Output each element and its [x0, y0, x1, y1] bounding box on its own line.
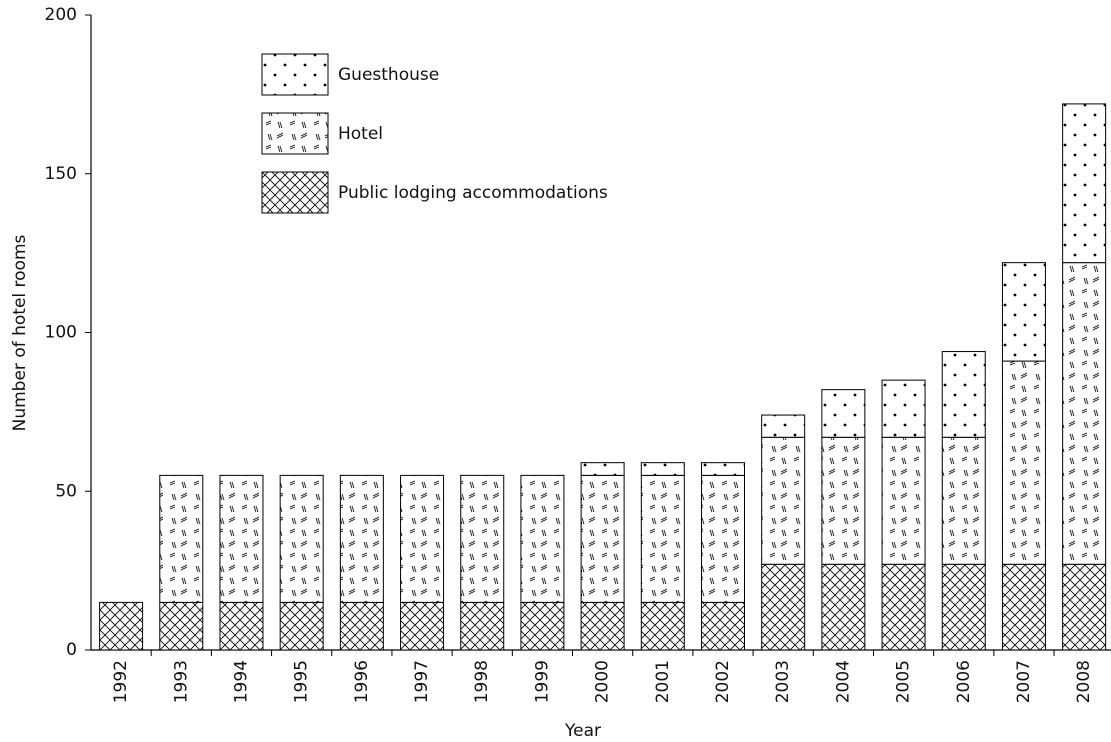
bar-segment	[941, 563, 986, 651]
legend-label: Public lodging accommodations	[338, 183, 608, 203]
legend-label: Hotel	[338, 124, 383, 144]
bar-segment	[580, 462, 625, 476]
y-tick-label: 50	[55, 481, 77, 501]
x-tick-label: 2007	[1014, 660, 1034, 703]
bar-segment	[881, 379, 926, 438]
bar-segment	[821, 389, 866, 438]
x-tick-label: 2003	[773, 660, 793, 703]
bar-segment	[219, 474, 264, 603]
legend-swatch	[261, 171, 329, 214]
bar-segment	[400, 601, 445, 651]
bar-segment	[761, 563, 806, 651]
x-tick-label: 1999	[532, 660, 552, 703]
bar-segment	[1001, 360, 1046, 565]
bar-segment	[700, 462, 745, 476]
bar-segment	[761, 436, 806, 565]
legend-swatch	[261, 53, 329, 96]
x-tick-label: 1992	[111, 660, 131, 703]
x-tick-label: 1994	[231, 660, 251, 703]
bar-segment	[219, 601, 264, 651]
x-tick-label: 2001	[653, 660, 673, 703]
bar-segment	[1062, 262, 1107, 565]
bar-segment	[761, 414, 806, 438]
bar-segment	[520, 474, 565, 603]
bar-segment	[821, 436, 866, 565]
x-tick-label: 2005	[894, 660, 914, 703]
bar-segment	[640, 474, 685, 603]
x-tick-label: 2000	[593, 660, 613, 703]
y-tick-label: 150	[45, 164, 77, 184]
bar-segment	[460, 601, 505, 651]
bar-segment	[580, 601, 625, 651]
x-tick-label: 1997	[412, 660, 432, 703]
bar-segment	[339, 601, 384, 651]
x-axis-label: Year	[564, 721, 601, 741]
bar-segment	[1062, 103, 1107, 264]
y-axis-label: Number of hotel rooms	[10, 234, 30, 431]
bar-segment	[941, 436, 986, 565]
bar-segment	[99, 601, 144, 651]
bar-segment	[339, 474, 384, 603]
bar-segment	[1001, 563, 1046, 651]
x-tick-label: 1998	[472, 660, 492, 703]
bar-segment	[279, 474, 324, 603]
legend-swatch	[261, 112, 329, 155]
bar-segment	[580, 474, 625, 603]
bar-segment	[1062, 563, 1107, 651]
bar-segment	[159, 474, 204, 603]
x-tick-label: 1993	[171, 660, 191, 703]
y-tick-label: 0	[66, 640, 77, 660]
bar-segment	[460, 474, 505, 603]
x-tick-label: 2004	[833, 660, 853, 703]
bar-segment	[640, 601, 685, 651]
bar-segment	[881, 436, 926, 565]
bar-segment	[279, 601, 324, 651]
bar-segment	[400, 474, 445, 603]
bar-segment	[821, 563, 866, 651]
bar-segment	[520, 601, 565, 651]
y-tick-label: 200	[45, 5, 77, 25]
bar-segment	[941, 351, 986, 438]
x-tick-label: 1996	[352, 660, 372, 703]
bar-segment	[700, 474, 745, 603]
y-tick-label: 100	[45, 323, 77, 343]
x-tick-label: 2006	[954, 660, 974, 703]
bar-segment	[700, 601, 745, 651]
legend-label: Guesthouse	[338, 65, 439, 85]
bar-segment	[881, 563, 926, 651]
bar-segment	[159, 601, 204, 651]
bar-segment	[640, 462, 685, 476]
x-tick-label: 1995	[292, 660, 312, 703]
x-tick-label: 2008	[1074, 660, 1094, 703]
bar-segment	[1001, 262, 1046, 362]
x-tick-label: 2002	[713, 660, 733, 703]
